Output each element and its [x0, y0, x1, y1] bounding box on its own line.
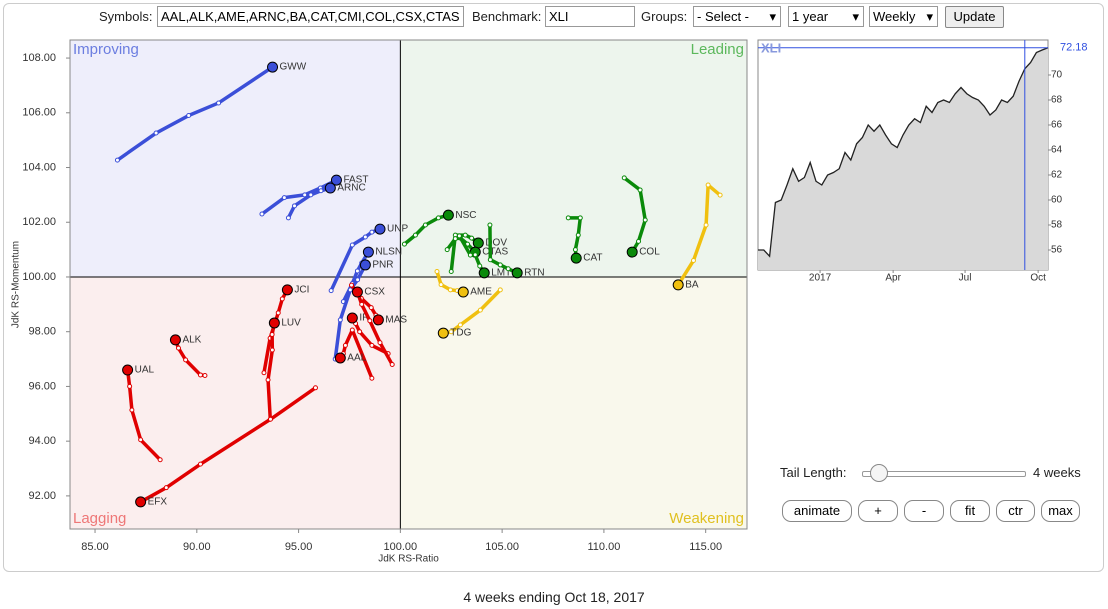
benchmark-input[interactable]: XLI — [545, 6, 635, 27]
tail-slider[interactable] — [862, 471, 1026, 477]
control-button[interactable]: max — [1041, 500, 1080, 522]
control-button[interactable]: fit — [950, 500, 990, 522]
panel — [3, 3, 1104, 572]
groups-select[interactable]: - Select - — [693, 6, 781, 27]
frequency-select[interactable]: Weekly — [869, 6, 938, 27]
symbols-input[interactable]: AAL,ALK,AME,ARNC,BA,CAT,CMI,COL,CSX,CTAS — [157, 6, 464, 27]
tail-value: 4 weeks — [1033, 465, 1081, 480]
symbols-label: Symbols: — [99, 9, 153, 24]
control-button[interactable]: + — [858, 500, 898, 522]
control-button[interactable]: ctr — [996, 500, 1035, 522]
benchmark-label: Benchmark: — [472, 9, 542, 24]
groups-label: Groups: — [641, 9, 688, 24]
control-button[interactable]: - — [904, 500, 944, 522]
control-button[interactable]: animate — [782, 500, 852, 522]
footer: 4 weeks ending Oct 18, 2017 — [463, 589, 645, 605]
tail-label: Tail Length: — [780, 465, 847, 480]
period-select[interactable]: 1 year — [788, 6, 864, 27]
slider-handle[interactable] — [870, 464, 888, 482]
update-button[interactable]: Update — [945, 6, 1004, 28]
